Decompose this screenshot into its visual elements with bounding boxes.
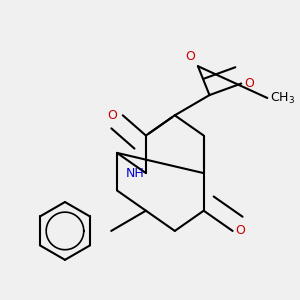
Text: O: O	[185, 50, 195, 63]
Text: O: O	[107, 109, 117, 122]
Text: NH: NH	[126, 167, 145, 180]
Text: CH$_3$: CH$_3$	[270, 90, 295, 106]
Text: O: O	[236, 224, 245, 237]
Text: O: O	[244, 77, 254, 90]
